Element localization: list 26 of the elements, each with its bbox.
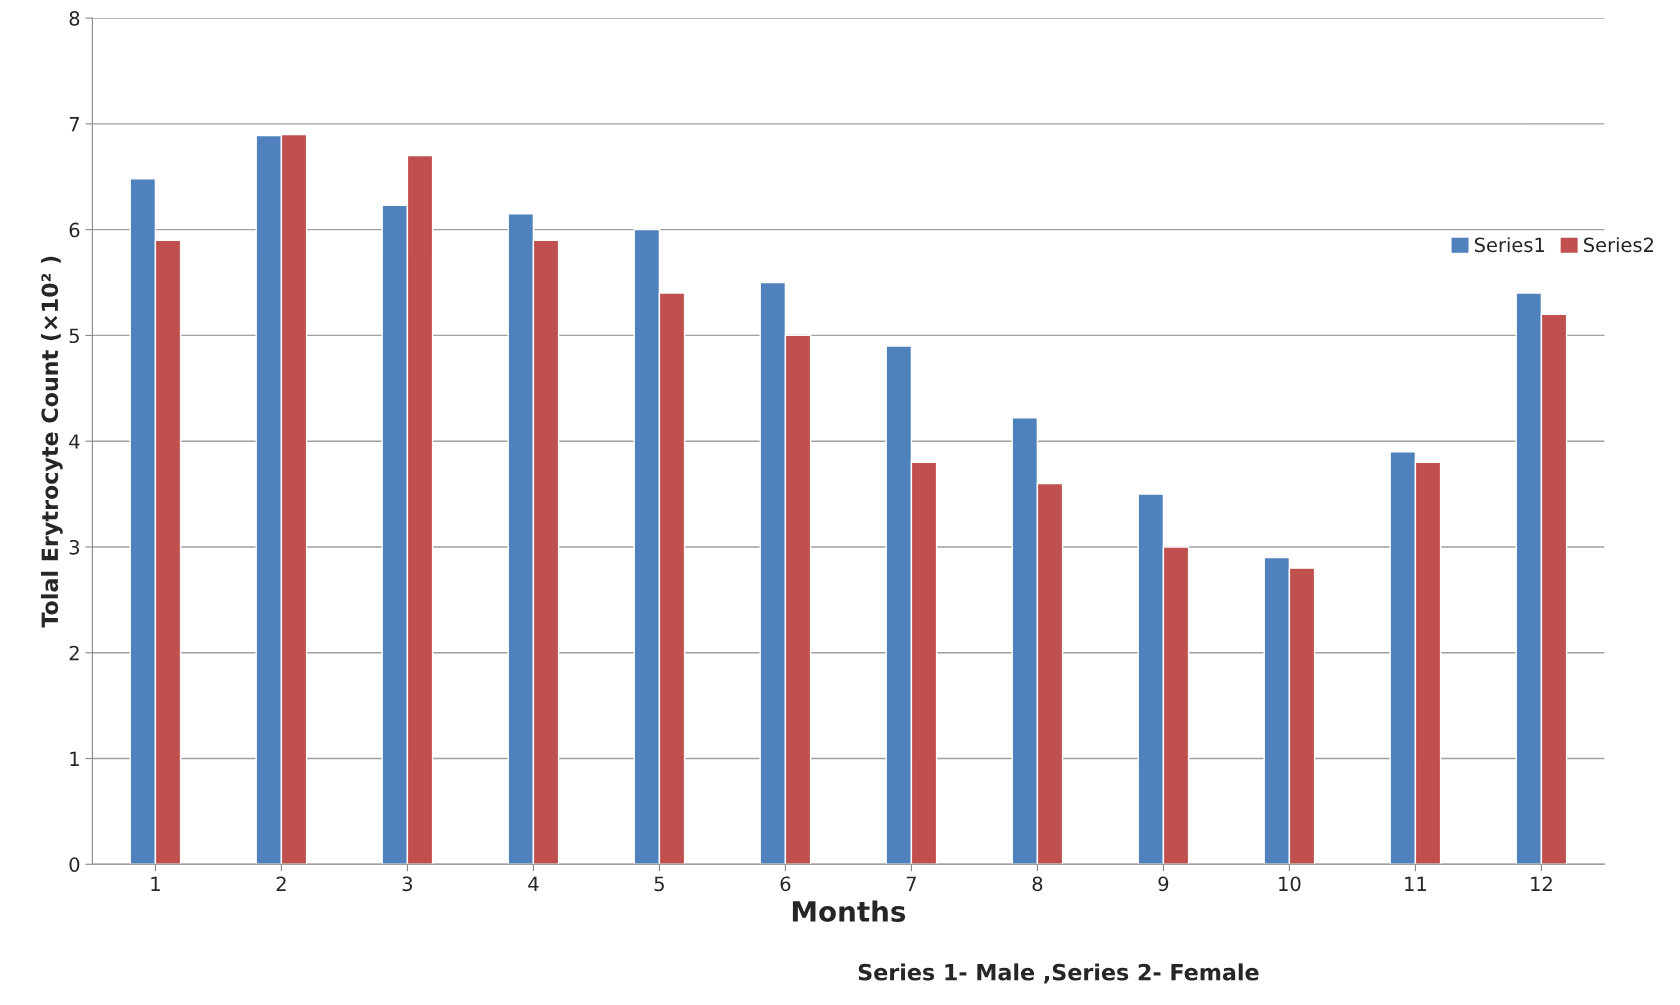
x-tick-label: 3	[402, 876, 413, 892]
y-tick-label: 6	[69, 222, 80, 238]
y-axis-title: Tolal Erytrocyte Count (×10² )	[40, 256, 63, 628]
x-tick-label: 10	[1279, 876, 1301, 892]
y-tick-label: 4	[69, 434, 80, 449]
x-tick-label: 7	[906, 876, 916, 891]
legend-label: Series2	[1584, 237, 1653, 253]
x-tick-label: 5	[654, 876, 664, 892]
x-tick-label: 2	[276, 876, 286, 891]
y-tick-label: 7	[69, 117, 79, 132]
y-tick-label: 0	[69, 857, 80, 872]
x-tick-label: 1	[151, 876, 160, 891]
y-tick-label: 5	[69, 328, 79, 344]
x-tick-label: 8	[1032, 876, 1043, 892]
y-tick-label: 2	[69, 645, 79, 661]
x-tick-label: 6	[780, 876, 791, 892]
x-tick-label: 9	[1158, 876, 1169, 892]
y-tick-label: 8	[69, 11, 80, 26]
text: Series 1- Male ,Series 2- Female	[858, 963, 1259, 984]
legend-label: Series1	[1474, 237, 1545, 253]
y-tick-label: 1	[70, 751, 79, 766]
x-tick-label: 11	[1405, 876, 1426, 891]
x-axis-title: Months	[792, 900, 906, 922]
y-tick-label: 3	[69, 539, 80, 555]
x-tick-label: 12	[1531, 876, 1552, 891]
x-tick-label: 4	[528, 876, 539, 891]
